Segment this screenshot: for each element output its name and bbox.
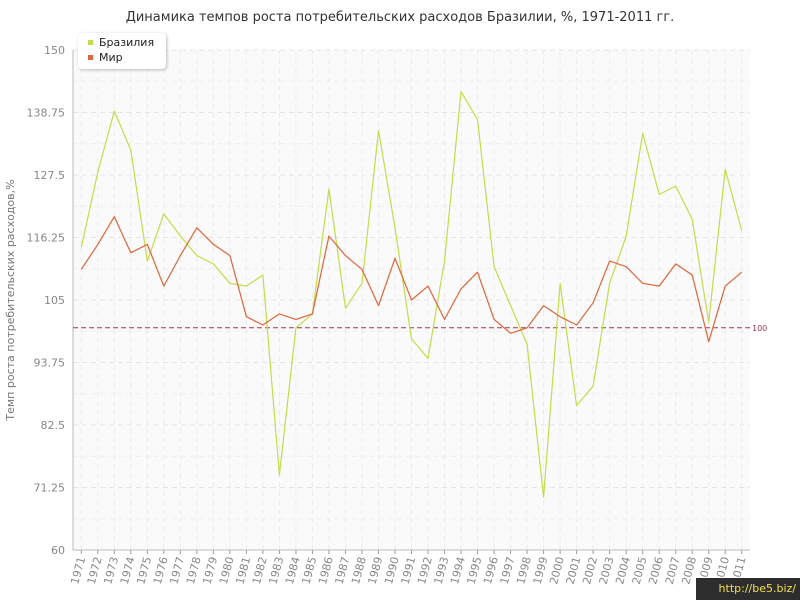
legend: Бразилия Мир (78, 33, 166, 69)
y-tick-label: 150 (44, 44, 65, 57)
y-tick-label: 60 (51, 544, 65, 557)
legend-label-brazil: Бразилия (99, 36, 155, 49)
watermark-link[interactable]: http://be5.biz/ (696, 578, 800, 600)
series-lines (80, 91, 743, 498)
y-tick-label: 71.25 (34, 482, 66, 495)
y-tick-label: 127.5 (34, 169, 66, 182)
y-tick-label: 116.25 (27, 232, 66, 245)
y-tick-label: 93.75 (34, 357, 66, 370)
chart-title: Динамика темпов роста потребительских ра… (125, 10, 675, 25)
reference-line-group: 100 (73, 324, 767, 333)
y-tick-label: 138.75 (27, 107, 66, 120)
legend-item-brazil[interactable]: Бразилия (88, 36, 154, 50)
series-line-world (80, 216, 743, 343)
reference-line-label: 100 (752, 324, 767, 333)
legend-swatch-world (88, 54, 93, 60)
y-tick-label: 105 (44, 294, 65, 307)
y-tick-labels: 60 71.25 82.5 93.75 105 116.25 127.5 138.75 150 (27, 44, 66, 557)
y-tick-label: 82.5 (41, 419, 66, 432)
axes (72, 50, 750, 551)
legend-label-world: Мир (99, 51, 123, 64)
legend-item-world[interactable]: Мир (88, 51, 123, 65)
y-axis-label: Темп роста потребительских расходов,% (4, 179, 17, 421)
x-tick-labels: 1971197219731974197519761977197819791980… (68, 555, 748, 585)
legend-swatch-brazil (88, 39, 93, 45)
grid-lines (73, 49, 750, 554)
series-line-brazil (80, 91, 743, 498)
